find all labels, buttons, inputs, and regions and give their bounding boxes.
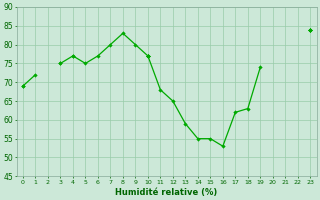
X-axis label: Humidité relative (%): Humidité relative (%) <box>116 188 218 197</box>
